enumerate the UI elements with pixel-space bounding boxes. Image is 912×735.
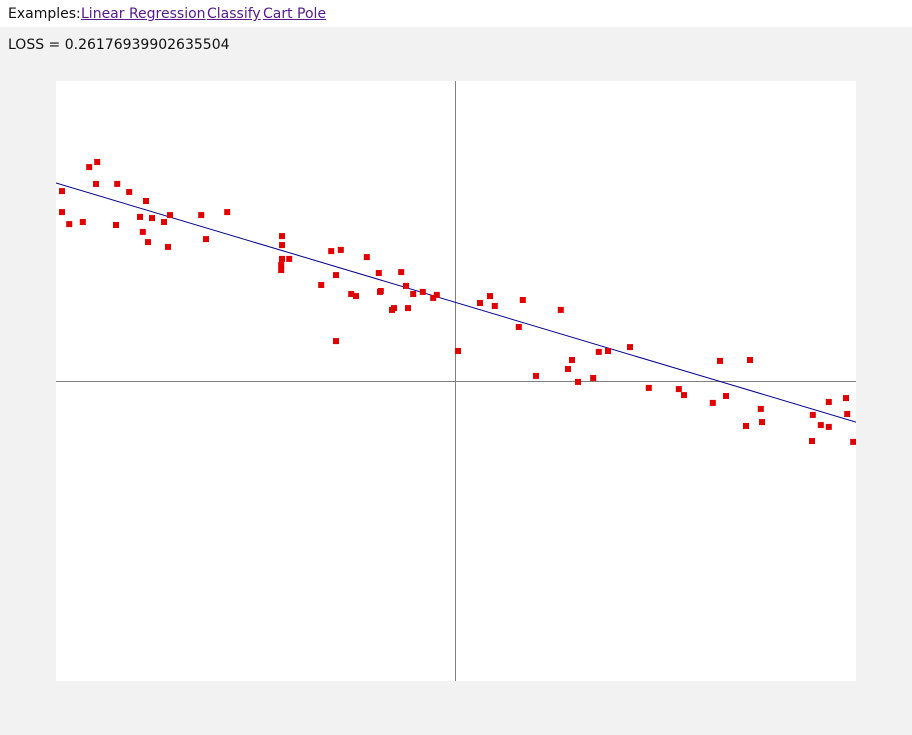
data-point-51 — [515, 324, 522, 330]
data-point-7 — [113, 222, 119, 228]
data-point-13 — [145, 239, 151, 246]
data-point-17 — [167, 212, 173, 219]
data-point-14 — [149, 215, 155, 222]
data-point-20 — [224, 209, 231, 216]
data-point-12 — [143, 198, 149, 204]
data-point-70 — [757, 405, 764, 412]
data-point-3 — [79, 219, 86, 225]
data-point-18 — [198, 212, 205, 219]
data-point-45 — [430, 294, 437, 301]
data-point-50 — [491, 303, 498, 309]
data-point-25 — [279, 242, 285, 249]
data-point-47 — [455, 348, 461, 354]
data-point-54 — [557, 306, 564, 313]
data-point-41 — [403, 282, 409, 289]
data-point-49 — [487, 293, 493, 300]
data-point-37 — [377, 288, 384, 294]
data-point-78 — [844, 411, 851, 417]
data-point-43 — [410, 291, 417, 297]
examples-bar: Examples: Linear Regression Classify Car… — [0, 0, 912, 27]
fit-line — [56, 182, 856, 423]
data-point-1 — [59, 209, 65, 216]
data-point-24 — [279, 233, 285, 240]
data-point-67 — [723, 393, 729, 399]
data-point-53 — [533, 372, 539, 379]
data-point-32 — [348, 291, 355, 297]
data-point-64 — [681, 392, 687, 399]
data-point-73 — [809, 411, 816, 418]
regression-plot — [56, 81, 856, 681]
data-point-58 — [590, 375, 597, 381]
data-point-33 — [353, 293, 359, 300]
data-point-44 — [419, 288, 426, 295]
data-point-31 — [337, 246, 344, 253]
data-point-16 — [165, 243, 171, 250]
classify-link[interactable]: Classify — [207, 6, 261, 22]
data-point-60 — [605, 348, 611, 354]
data-point-63 — [675, 386, 682, 393]
data-point-8 — [114, 180, 121, 187]
data-point-19 — [203, 236, 209, 243]
data-point-10 — [137, 213, 143, 220]
data-point-71 — [759, 419, 765, 426]
data-point-35 — [375, 270, 382, 276]
data-point-46 — [433, 291, 440, 298]
linear-regression-link[interactable]: Linear Regression — [81, 6, 206, 22]
data-point-21 — [278, 267, 285, 273]
data-point-26 — [286, 255, 293, 262]
data-point-66 — [717, 357, 723, 364]
data-point-2 — [66, 221, 73, 228]
data-point-28 — [328, 248, 335, 255]
data-point-9 — [126, 189, 133, 195]
data-point-77 — [843, 395, 849, 402]
data-point-23 — [279, 255, 285, 262]
data-point-27 — [318, 282, 325, 288]
data-point-0 — [59, 188, 65, 195]
data-point-55 — [565, 366, 571, 372]
data-point-11 — [139, 228, 146, 235]
data-point-72 — [809, 438, 815, 444]
data-point-34 — [363, 254, 370, 261]
data-point-56 — [569, 357, 575, 363]
data-points — [59, 159, 856, 445]
data-point-65 — [709, 399, 716, 406]
data-point-6 — [94, 159, 101, 165]
data-point-69 — [747, 357, 753, 363]
data-point-30 — [333, 338, 339, 345]
data-point-59 — [595, 348, 602, 355]
data-point-68 — [743, 423, 749, 429]
data-point-15 — [161, 219, 167, 225]
data-point-4 — [86, 164, 93, 171]
data-point-74 — [817, 422, 824, 429]
cart-pole-link[interactable]: Cart Pole — [263, 6, 327, 22]
data-point-40 — [398, 269, 405, 276]
loss-readout: LOSS = 0.26176939902635504 — [8, 37, 230, 53]
data-point-52 — [519, 297, 526, 303]
data-point-5 — [93, 180, 99, 187]
examples-label: Examples: — [8, 6, 81, 22]
data-point-62 — [645, 384, 652, 391]
data-point-22 — [278, 261, 285, 268]
data-point-75 — [825, 399, 832, 405]
data-point-42 — [405, 305, 411, 312]
data-point-76 — [825, 423, 832, 430]
data-point-61 — [627, 344, 633, 351]
data-point-48 — [477, 300, 483, 306]
scatter-chart-svg — [56, 81, 856, 681]
data-point-57 — [575, 378, 581, 385]
data-point-39 — [391, 305, 397, 312]
data-point-29 — [333, 272, 339, 279]
data-point-79 — [850, 438, 856, 445]
